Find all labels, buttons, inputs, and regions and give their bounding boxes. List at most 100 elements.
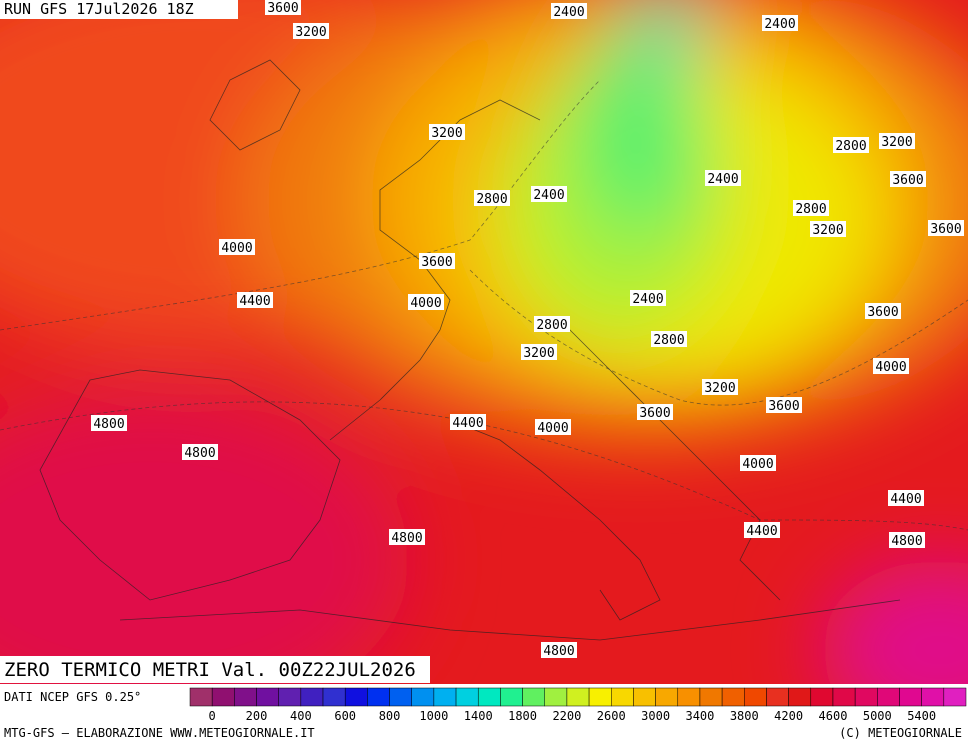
color-swatch xyxy=(322,687,346,707)
contours xyxy=(0,79,968,531)
color-swatch xyxy=(633,687,656,707)
contour-label: 2800 xyxy=(835,139,866,154)
color-swatch xyxy=(455,687,479,707)
label-box xyxy=(651,331,687,347)
label-box xyxy=(766,397,802,413)
label-box xyxy=(474,190,510,206)
contour-labels: 3600 3200 2400 2400 3200 2800 3200 2800 2400 2400… xyxy=(91,0,964,659)
colorbar-tick-label: 1400 xyxy=(464,709,493,723)
colorbar-tick-label: 5400 xyxy=(907,709,936,723)
color-swatch xyxy=(810,687,834,707)
label-box xyxy=(793,200,829,216)
color-swatch xyxy=(588,687,612,707)
color-swatch xyxy=(832,687,856,707)
contour-label: 2400 xyxy=(533,188,564,203)
color-swatch xyxy=(411,687,435,707)
color-swatch xyxy=(522,687,545,707)
contour-label: 3600 xyxy=(930,222,961,237)
contour-label: 3600 xyxy=(639,406,670,421)
contour-label: 4800 xyxy=(391,531,422,546)
data-source: DATI NCEP GFS 0.25° xyxy=(4,690,141,704)
label-box xyxy=(810,221,846,237)
header-box xyxy=(0,0,238,19)
label-box xyxy=(182,444,218,460)
contour-label: 3200 xyxy=(295,25,326,40)
color-swatch xyxy=(211,687,235,707)
contour-label: 4400 xyxy=(746,524,777,539)
label-box xyxy=(890,171,926,187)
colorbar-tick-label: 3400 xyxy=(685,709,714,723)
label-box xyxy=(879,133,915,149)
contour-label: 4800 xyxy=(184,446,215,461)
label-box xyxy=(873,358,909,374)
contour-label: 4800 xyxy=(891,534,922,549)
contour-label: 2800 xyxy=(476,192,507,207)
contour-label: 3600 xyxy=(267,1,298,16)
color-swatch xyxy=(234,687,257,707)
title-box xyxy=(0,656,430,683)
contour-label: 2800 xyxy=(653,333,684,348)
contour-label: 2400 xyxy=(632,292,663,307)
color-swatch xyxy=(389,687,412,707)
color-swatch xyxy=(921,687,945,707)
color-swatch xyxy=(677,687,701,707)
colorbar-tick-label: 2600 xyxy=(597,709,626,723)
contour-label: 4000 xyxy=(410,296,441,311)
label-box xyxy=(419,253,455,269)
contour-label: 4000 xyxy=(742,457,773,472)
contour-label: 4400 xyxy=(239,294,270,309)
label-box xyxy=(928,220,964,236)
label-box xyxy=(265,0,301,15)
label-box xyxy=(740,455,776,471)
colorbar-tick-label: 600 xyxy=(334,709,356,723)
label-box xyxy=(531,186,567,202)
label-box xyxy=(833,137,869,153)
color-swatch xyxy=(721,687,745,707)
color-swatch xyxy=(433,687,457,707)
contour-label: 3200 xyxy=(523,346,554,361)
colorbar-tick-label: 2200 xyxy=(552,709,581,723)
map-title: ZERO TERMICO METRI Val. 00Z22JUL2026 xyxy=(4,659,416,681)
color-swatch xyxy=(766,687,789,707)
label-box xyxy=(865,303,901,319)
colorbar-tick-label: 3800 xyxy=(730,709,759,723)
color-swatch xyxy=(788,687,812,707)
color-swatch xyxy=(899,687,922,707)
colorbar-tick-label: 4600 xyxy=(819,709,848,723)
label-box xyxy=(389,529,425,545)
label-box xyxy=(744,522,780,538)
label-box xyxy=(429,124,465,140)
contour-label: 2400 xyxy=(764,17,795,32)
label-box xyxy=(551,3,587,19)
color-swatch xyxy=(854,687,878,707)
color-swatch xyxy=(300,687,324,707)
label-box xyxy=(702,379,738,395)
contour-label: 3600 xyxy=(421,255,452,270)
color-swatch xyxy=(477,687,501,707)
coastlines xyxy=(39,59,901,641)
color-swatch xyxy=(611,687,634,707)
contour-label: 2800 xyxy=(536,318,567,333)
color-swatch xyxy=(367,687,390,707)
colorbar-tick-label: 5000 xyxy=(863,709,892,723)
contour-label: 3600 xyxy=(892,173,923,188)
colorbar-tick-label: 1000 xyxy=(419,709,448,723)
credit: MTG-GFS — ELABORAZIONE WWW.METEOGIORNALE… xyxy=(4,726,315,740)
contour-label: 3600 xyxy=(768,399,799,414)
label-box xyxy=(705,170,741,186)
color-swatch xyxy=(699,687,723,707)
colorbar-tick-label: 800 xyxy=(379,709,401,723)
color-swatch xyxy=(544,687,568,707)
colorbar-tick-label: 0 xyxy=(209,709,216,723)
color-swatch xyxy=(344,687,368,707)
contour-label: 4000 xyxy=(875,360,906,375)
color-swatch xyxy=(500,687,523,707)
color-swatch xyxy=(189,687,213,707)
contour-label: 3200 xyxy=(704,381,735,396)
color-swatch xyxy=(744,687,767,707)
label-box xyxy=(535,419,571,435)
color-swatch xyxy=(278,687,302,707)
label-box xyxy=(450,414,486,430)
color-swatch xyxy=(256,687,279,707)
